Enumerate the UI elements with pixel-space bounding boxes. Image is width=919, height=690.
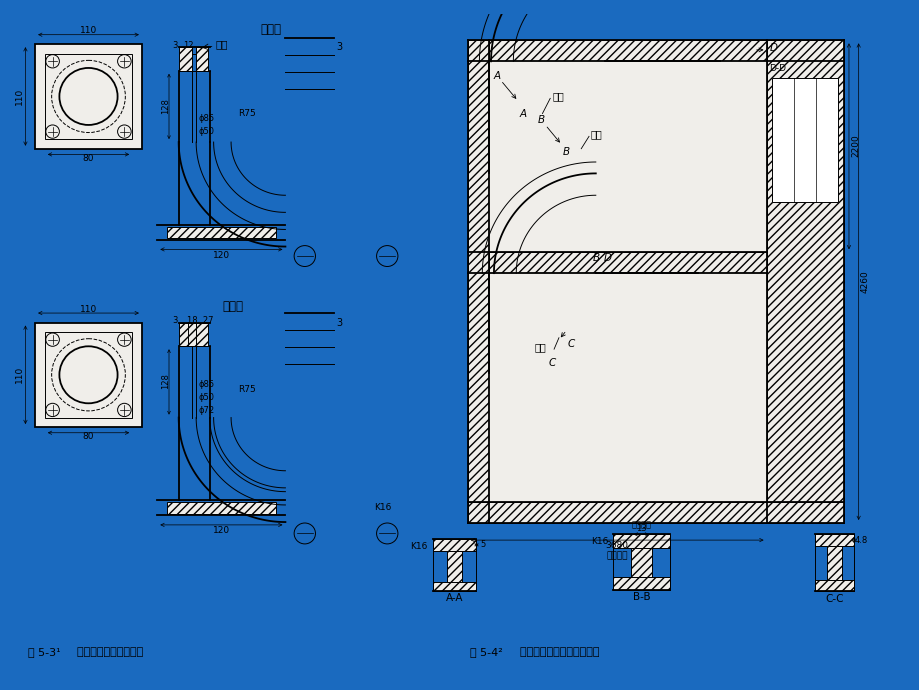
Text: B: B (562, 146, 570, 157)
Text: ϕ85: ϕ85 (198, 380, 214, 388)
Text: 5: 5 (480, 540, 485, 549)
Text: B: B (592, 253, 598, 263)
Text: ϕ50: ϕ50 (198, 127, 214, 136)
Polygon shape (167, 226, 276, 238)
Polygon shape (188, 322, 196, 346)
Text: 改进后: 改进后 (222, 300, 244, 313)
Polygon shape (613, 577, 669, 589)
Text: 断裂: 断裂 (215, 39, 228, 49)
Text: 3: 3 (336, 317, 343, 328)
Text: K16: K16 (410, 542, 427, 551)
Text: 中心腹板: 中心腹板 (630, 520, 651, 529)
Text: 80: 80 (83, 154, 94, 163)
Text: A: A (493, 70, 500, 81)
Text: B: B (538, 115, 544, 125)
Text: 图 5-3¹: 图 5-3¹ (28, 647, 61, 657)
Text: 3: 3 (172, 41, 177, 50)
Bar (35, 322, 142, 427)
Bar (35, 44, 142, 149)
Text: 110: 110 (80, 26, 97, 35)
Text: 图 5-4²: 图 5-4² (470, 647, 502, 657)
Bar (45, 332, 132, 417)
Polygon shape (432, 582, 476, 591)
Text: 3: 3 (336, 42, 343, 52)
Text: C: C (567, 339, 574, 349)
Text: 13: 13 (635, 524, 646, 533)
Polygon shape (167, 502, 276, 513)
Polygon shape (489, 253, 766, 273)
Text: 水压机焊接机架的疲劳断裂: 水压机焊接机架的疲劳断裂 (513, 647, 599, 657)
Polygon shape (467, 502, 844, 523)
Text: 2200: 2200 (850, 135, 859, 157)
Polygon shape (447, 551, 461, 582)
Text: D-D: D-D (768, 64, 786, 73)
Polygon shape (178, 322, 192, 346)
Text: D: D (603, 253, 611, 263)
Text: 120: 120 (212, 526, 230, 535)
Text: 裂纹: 裂纹 (534, 342, 546, 353)
Text: 110: 110 (15, 366, 24, 384)
Polygon shape (826, 546, 841, 580)
Text: 128: 128 (161, 98, 169, 114)
Text: ϕ50: ϕ50 (198, 393, 214, 402)
Text: 120: 120 (212, 250, 230, 259)
Bar (45, 54, 132, 139)
Text: 128: 128 (161, 373, 169, 389)
Text: 4.8: 4.8 (854, 535, 868, 544)
Text: 110: 110 (80, 305, 97, 314)
Polygon shape (432, 539, 476, 551)
Polygon shape (613, 534, 669, 548)
Text: 3680: 3680 (605, 541, 628, 551)
Polygon shape (196, 322, 208, 346)
Text: D: D (768, 43, 777, 53)
Text: 原设计: 原设计 (260, 23, 281, 35)
Polygon shape (766, 41, 844, 523)
Text: 裂纹: 裂纹 (590, 130, 602, 139)
Text: K16: K16 (590, 538, 607, 546)
Text: C: C (548, 358, 555, 368)
Text: R75: R75 (237, 384, 255, 393)
Text: C-C: C-C (824, 594, 843, 604)
Text: A: A (519, 108, 526, 119)
Bar (489, 273, 766, 502)
Text: 空气压缩机的疲劳断裂: 空气压缩机的疲劳断裂 (70, 647, 143, 657)
Text: 裂纹: 裂纹 (551, 92, 563, 101)
Text: ϕ85: ϕ85 (198, 114, 214, 123)
Text: R75: R75 (237, 109, 255, 118)
Polygon shape (178, 47, 192, 71)
Polygon shape (467, 41, 489, 523)
Polygon shape (196, 47, 208, 71)
Polygon shape (814, 580, 853, 591)
Polygon shape (814, 534, 853, 546)
Text: A-A: A-A (445, 593, 462, 603)
Text: 中心腹板: 中心腹板 (606, 552, 627, 561)
Bar (489, 61, 766, 253)
Text: K16: K16 (373, 503, 391, 512)
Bar (772, 79, 837, 202)
Text: ϕ72: ϕ72 (198, 406, 214, 415)
Text: 12: 12 (183, 41, 193, 50)
Text: 4260: 4260 (860, 270, 869, 293)
Text: 110: 110 (15, 88, 24, 105)
Text: 18, 27: 18, 27 (187, 316, 214, 325)
Text: 3: 3 (172, 316, 177, 325)
Text: B-B: B-B (632, 592, 650, 602)
Polygon shape (467, 41, 844, 61)
Text: 80: 80 (83, 432, 94, 441)
Polygon shape (630, 548, 652, 577)
